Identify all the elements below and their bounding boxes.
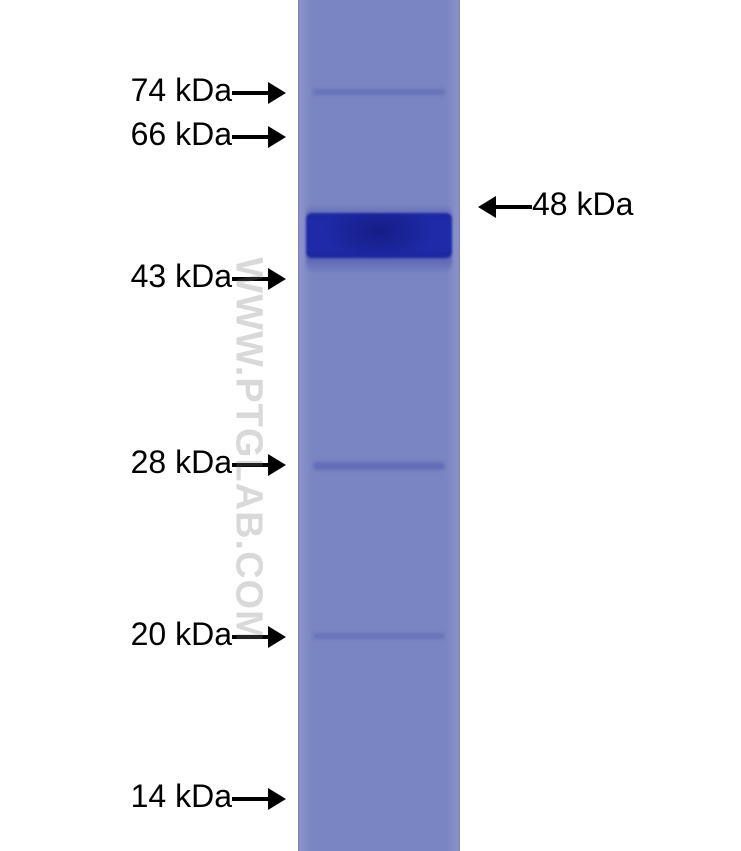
faint-20kda — [313, 633, 445, 639]
ladder-label: 74 kDa — [0, 72, 286, 109]
arrow-right-icon — [232, 616, 286, 653]
arrow-right-icon — [232, 72, 286, 109]
arrow-right-icon — [232, 778, 286, 815]
arrow-right-icon — [232, 258, 286, 295]
faint-28kda — [313, 462, 445, 470]
ladder-label: 20 kDa — [0, 616, 286, 653]
ladder-label-text: 66 kDa — [131, 116, 232, 153]
ladder-label: 28 kDa — [0, 444, 286, 481]
ladder-label-text: 43 kDa — [131, 258, 232, 295]
gel-lane — [298, 0, 460, 851]
arrow-right-icon — [232, 116, 286, 153]
ladder-label-text: 20 kDa — [131, 616, 232, 653]
gel-figure-container: { "figure": { "type": "gel-electrophores… — [0, 0, 741, 851]
target-band-text: 48 kDa — [532, 186, 633, 223]
ladder-label: 43 kDa — [0, 258, 286, 295]
main-band-48kda — [306, 213, 452, 258]
ladder-label-text: 14 kDa — [131, 778, 232, 815]
ladder-label: 14 kDa — [0, 778, 286, 815]
target-band-label: 48 kDa — [478, 186, 633, 223]
arrow-right-icon — [232, 444, 286, 481]
arrow-left-icon — [478, 186, 532, 223]
ladder-label: 66 kDa — [0, 116, 286, 153]
ladder-label-text: 74 kDa — [131, 72, 232, 109]
ladder-label-text: 28 kDa — [131, 444, 232, 481]
faint-74kda — [313, 89, 445, 95]
